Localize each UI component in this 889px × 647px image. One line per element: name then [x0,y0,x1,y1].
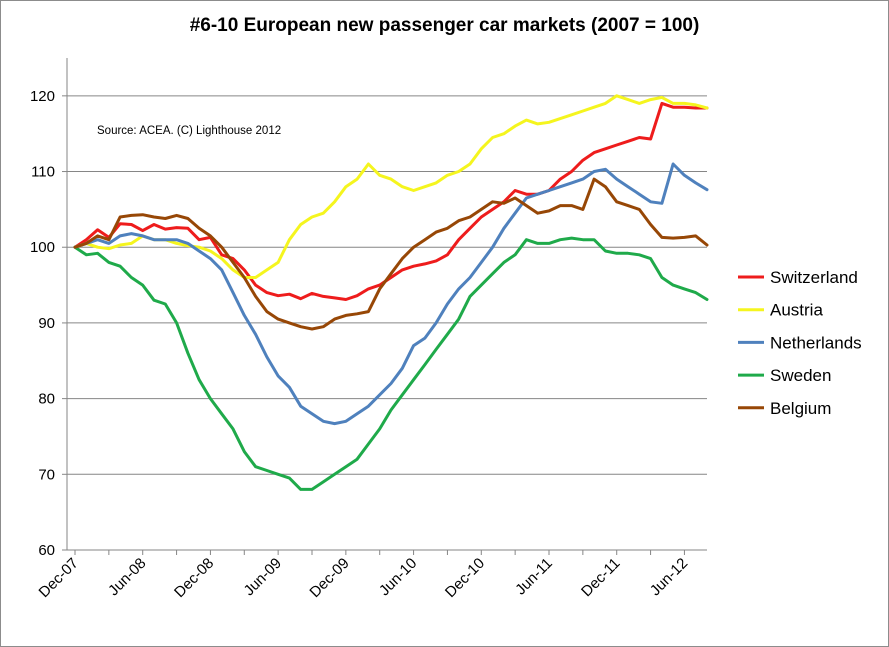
legend-label-austria: Austria [770,301,823,320]
legend-label-switzerland: Switzerland [770,268,858,287]
legend-label-sweden: Sweden [770,366,831,385]
chart-title: #6-10 European new passenger car markets… [189,15,700,36]
y-tick-label: 100 [30,239,55,256]
x-tick-label: Dec-07 [36,555,82,601]
y-tick-label: 70 [38,466,55,483]
x-tick-label: Jun-10 [376,555,420,599]
series-line-austria [73,94,709,279]
series-line-switzerland [73,101,709,301]
x-tick-label: Dec-09 [306,555,352,601]
y-tick-label: 90 [38,315,55,332]
x-tick-label: Jun-12 [647,555,691,599]
x-tick-label: Dec-10 [442,555,488,601]
x-tick-label: Jun-11 [512,555,556,599]
series-line-netherlands [73,162,709,426]
legend-label-belgium: Belgium [770,399,831,418]
y-tick-label: 60 [38,542,55,559]
x-tick-label: Dec-08 [171,555,217,601]
x-tick-label: Jun-08 [105,555,149,599]
y-tick-label: 110 [31,164,55,181]
series-line-belgium [73,177,709,331]
series-line-sweden [73,236,709,491]
y-tick-label: 80 [38,391,55,408]
source-annotation: Source: ACEA. (C) Lighthouse 2012 [97,125,281,137]
y-tick-label: 120 [30,88,55,105]
x-tick-label: Jun-09 [241,555,285,599]
x-tick-label: Dec-11 [578,555,623,600]
legend-label-netherlands: Netherlands [770,333,862,352]
